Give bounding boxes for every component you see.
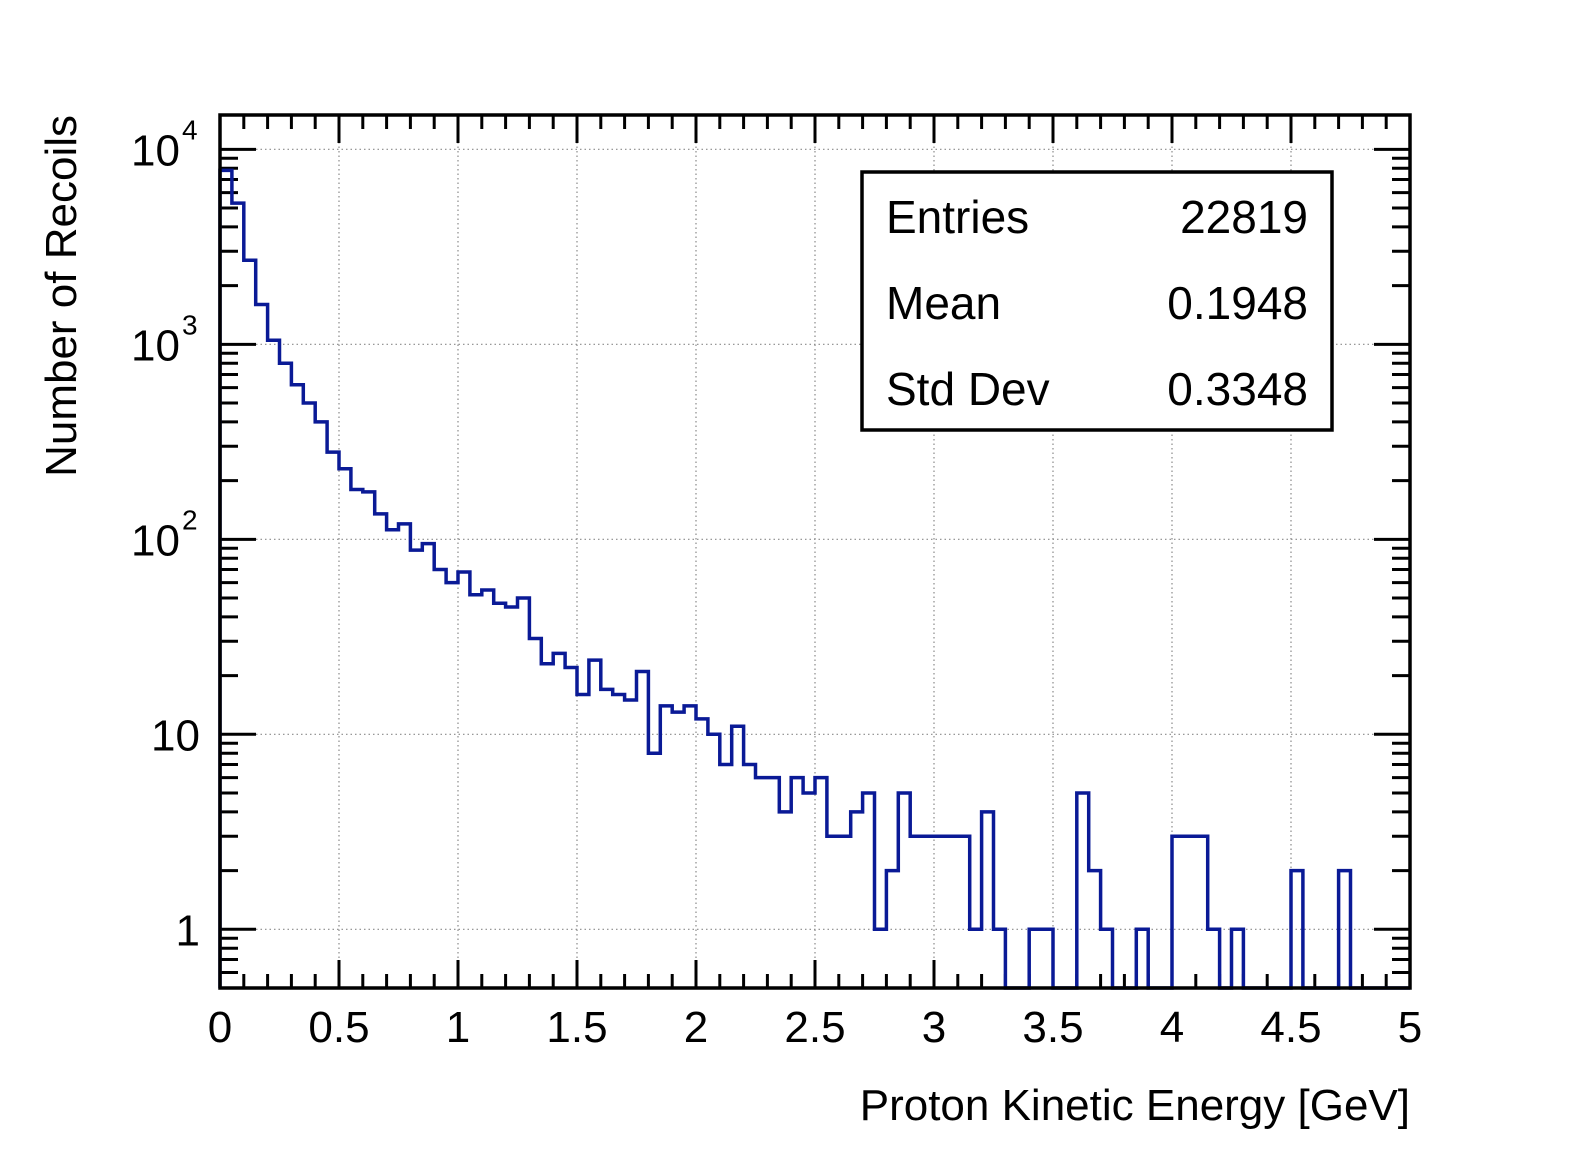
- y-tick-label: 10: [131, 126, 180, 175]
- x-tick-label: 4: [1160, 1003, 1184, 1052]
- x-tick-label: 3: [922, 1003, 946, 1052]
- y-tick-label: 10: [131, 321, 180, 370]
- x-tick-label: 0: [208, 1003, 232, 1052]
- x-tick-label: 0.5: [308, 1003, 369, 1052]
- x-tick-label: 3.5: [1022, 1003, 1083, 1052]
- x-tick-label: 2: [684, 1003, 708, 1052]
- x-tick-label: 4.5: [1260, 1003, 1321, 1052]
- x-tick-label: 1.5: [546, 1003, 607, 1052]
- stats-box: Entries 22819 Mean 0.1948 Std Dev 0.3348: [860, 170, 1334, 432]
- stats-mean-value: 0.1948: [1167, 277, 1308, 329]
- y-tick-exponent: 3: [182, 309, 198, 340]
- plot-frame: [218, 113, 1412, 990]
- stats-entries-label: Entries: [886, 191, 1029, 243]
- stats-mean-label: Mean: [886, 277, 1001, 329]
- x-axis-title: Proton Kinetic Energy [GeV]: [860, 1081, 1410, 1130]
- x-axis-tick-labels: 0 0.5 1 1.5 2 2.5 3 3.5 4 4.5 5: [208, 1003, 1422, 1052]
- y-tick-label: 1: [176, 906, 200, 955]
- x-tick-label: 5: [1398, 1003, 1422, 1052]
- stats-box-frame: [860, 170, 1334, 432]
- y-tick-exponent: 2: [182, 504, 198, 535]
- y-tick-label: 10: [151, 711, 200, 760]
- y-tick-label: 10: [131, 516, 180, 565]
- stats-stddev-value: 0.3348: [1167, 363, 1308, 415]
- x-tick-label: 1: [446, 1003, 470, 1052]
- y-tick-exponent: 4: [182, 114, 198, 145]
- x-tick-label: 2.5: [784, 1003, 845, 1052]
- y-axis-title: Number of Recoils: [37, 115, 86, 477]
- stats-stddev-label: Std Dev: [886, 363, 1050, 415]
- stats-entries-value: 22819: [1180, 191, 1308, 243]
